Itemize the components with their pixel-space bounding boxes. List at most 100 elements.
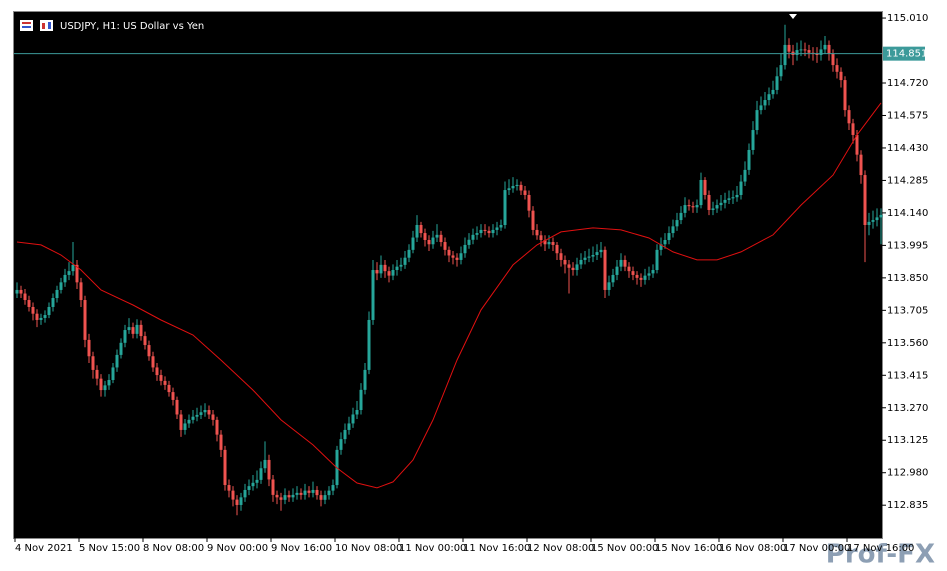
candle-body [723, 199, 727, 203]
candle-body [759, 105, 763, 111]
candle-body [47, 306, 51, 316]
candle-body [243, 489, 247, 498]
candle-body [395, 266, 399, 271]
candle-body [867, 221, 871, 226]
y-tick-label: 114.720 [887, 78, 928, 89]
candle-body [75, 264, 79, 283]
candle-body [763, 100, 767, 106]
candle-body [751, 130, 755, 150]
candle-body [147, 345, 151, 357]
candle-body [375, 270, 379, 274]
candle-body [475, 233, 479, 235]
candle-body [327, 490, 331, 496]
moving-average-line [16, 102, 882, 489]
candle-body [671, 226, 675, 234]
candle-body [367, 319, 371, 370]
y-tick-label: 113.560 [887, 338, 928, 349]
candle-body [679, 212, 683, 221]
candle-body [439, 234, 443, 243]
chart-title: USDJPY, H1: US Dollar vs Yen [60, 21, 204, 32]
candle-body [119, 342, 123, 355]
candle-body [695, 205, 699, 208]
candle-body [159, 375, 163, 381]
candle-body [771, 89, 775, 95]
candle-body [211, 414, 215, 420]
candle-body [499, 225, 503, 228]
x-tick-label: 16 Nov 08:00 [719, 543, 786, 554]
candle-body [479, 229, 483, 234]
candle-body [447, 249, 451, 256]
candle-body [703, 179, 707, 195]
candle-body [55, 289, 59, 299]
candle-body [167, 384, 171, 393]
candle-body [143, 336, 147, 346]
candle-body [527, 194, 531, 211]
candle-body [399, 264, 403, 267]
candle-body [747, 149, 751, 170]
candle-body [863, 175, 867, 226]
x-tick-label: 8 Nov 08:00 [143, 543, 204, 554]
y-tick-label: 113.705 [887, 305, 928, 316]
candle-body [311, 489, 315, 493]
candle-body [19, 289, 23, 294]
candle-body [715, 205, 719, 209]
candle-body [451, 255, 455, 258]
candle-body [619, 259, 623, 267]
candle-body [875, 217, 879, 221]
candle-body [131, 327, 135, 334]
candle-body [611, 274, 615, 283]
candle-body [279, 497, 283, 500]
candle-body [283, 495, 287, 500]
candle-body [407, 249, 411, 258]
candle-body [35, 313, 39, 320]
candle-body [259, 468, 263, 480]
candle-body [551, 242, 555, 245]
candle-body [191, 416, 195, 420]
candle-body [487, 230, 491, 234]
candle-body [83, 300, 87, 340]
candle-body [587, 256, 591, 258]
candle-body [135, 324, 139, 334]
candle-body [351, 414, 355, 424]
candle-body [799, 49, 803, 51]
candle-body [511, 186, 515, 189]
candle-body [847, 110, 851, 124]
candle-body [267, 459, 271, 480]
candle-body [107, 379, 111, 386]
candle-body [103, 385, 107, 391]
candle-body [455, 257, 459, 260]
candle-body [403, 257, 407, 265]
candle-body [643, 275, 647, 280]
candle-body [659, 244, 663, 250]
y-tick-label: 112.980 [887, 468, 928, 479]
candle-body [495, 227, 499, 230]
candle-body [855, 134, 859, 155]
candle-body [631, 271, 635, 275]
candle-body [707, 194, 711, 210]
candle-body [523, 190, 527, 195]
candle-body [347, 423, 351, 430]
window-icons [20, 20, 53, 31]
candle-body [743, 169, 747, 182]
candle-body [43, 315, 47, 318]
candle-body [391, 270, 395, 276]
candle-body [795, 50, 799, 56]
candle-body [363, 369, 367, 390]
candle-body [223, 449, 227, 486]
x-tick-label: 12 Nov 08:00 [527, 543, 594, 554]
series-layer [15, 24, 883, 516]
candle-body [275, 494, 279, 498]
candle-body [719, 202, 723, 206]
candle-body [263, 459, 267, 469]
candle-body [591, 255, 595, 257]
candle-body [63, 274, 67, 283]
plot-area [13, 11, 883, 539]
candle-body [839, 71, 843, 81]
candle-body [547, 242, 551, 245]
candle-body [431, 237, 435, 245]
candle-body [871, 220, 875, 222]
candle-body [627, 266, 631, 272]
candle-body [699, 179, 703, 206]
candle-body [307, 490, 311, 493]
